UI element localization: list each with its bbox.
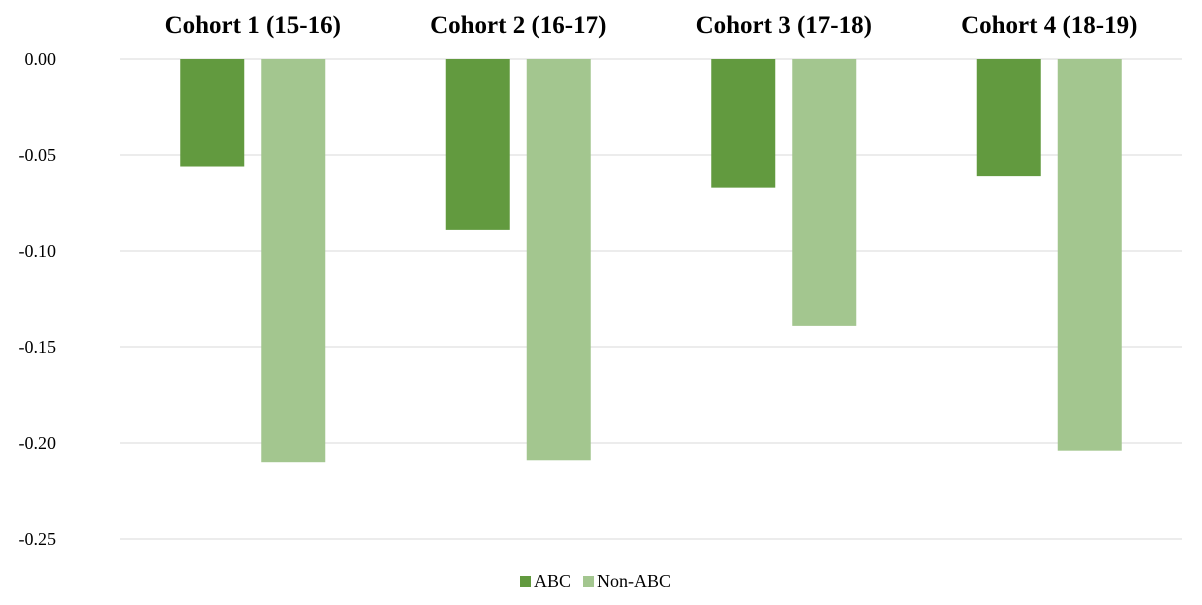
bar-abc <box>445 59 510 230</box>
bar-non-abc <box>261 59 326 463</box>
category-label: Cohort 3 (17-18) <box>696 12 872 39</box>
legend: ABC Non-ABC <box>520 571 671 591</box>
bar-abc <box>180 59 245 167</box>
bar-non-abc <box>1057 59 1122 451</box>
category-label: Cohort 2 (16-17) <box>430 12 606 39</box>
y-tick-label: -0.05 <box>19 145 57 165</box>
category-label: Cohort 4 (18-19) <box>961 12 1137 39</box>
bar-non-abc <box>792 59 857 326</box>
y-tick-label: 0.00 <box>25 49 57 69</box>
bar-non-abc <box>526 59 591 461</box>
y-tick-label: -0.10 <box>19 241 57 261</box>
y-tick-label: -0.20 <box>19 433 57 453</box>
bar-abc <box>711 59 776 188</box>
category-labels: Cohort 1 (15-16) Cohort 2 (16-17) Cohort 3… <box>165 12 1138 39</box>
category-label: Cohort 1 (15-16) <box>165 12 341 39</box>
y-tick-label: -0.15 <box>19 337 57 357</box>
legend-swatch <box>520 576 531 587</box>
legend-label: Non-ABC <box>597 571 671 591</box>
legend-swatch <box>583 576 595 587</box>
legend-label: ABC <box>534 571 571 591</box>
y-axis-tick-labels: 0.00 -0.05 -0.10 -0.15 -0.20 -0.25 <box>19 49 57 549</box>
bars <box>180 59 1122 463</box>
y-tick-label: -0.25 <box>19 529 57 549</box>
bar-abc <box>976 59 1041 177</box>
